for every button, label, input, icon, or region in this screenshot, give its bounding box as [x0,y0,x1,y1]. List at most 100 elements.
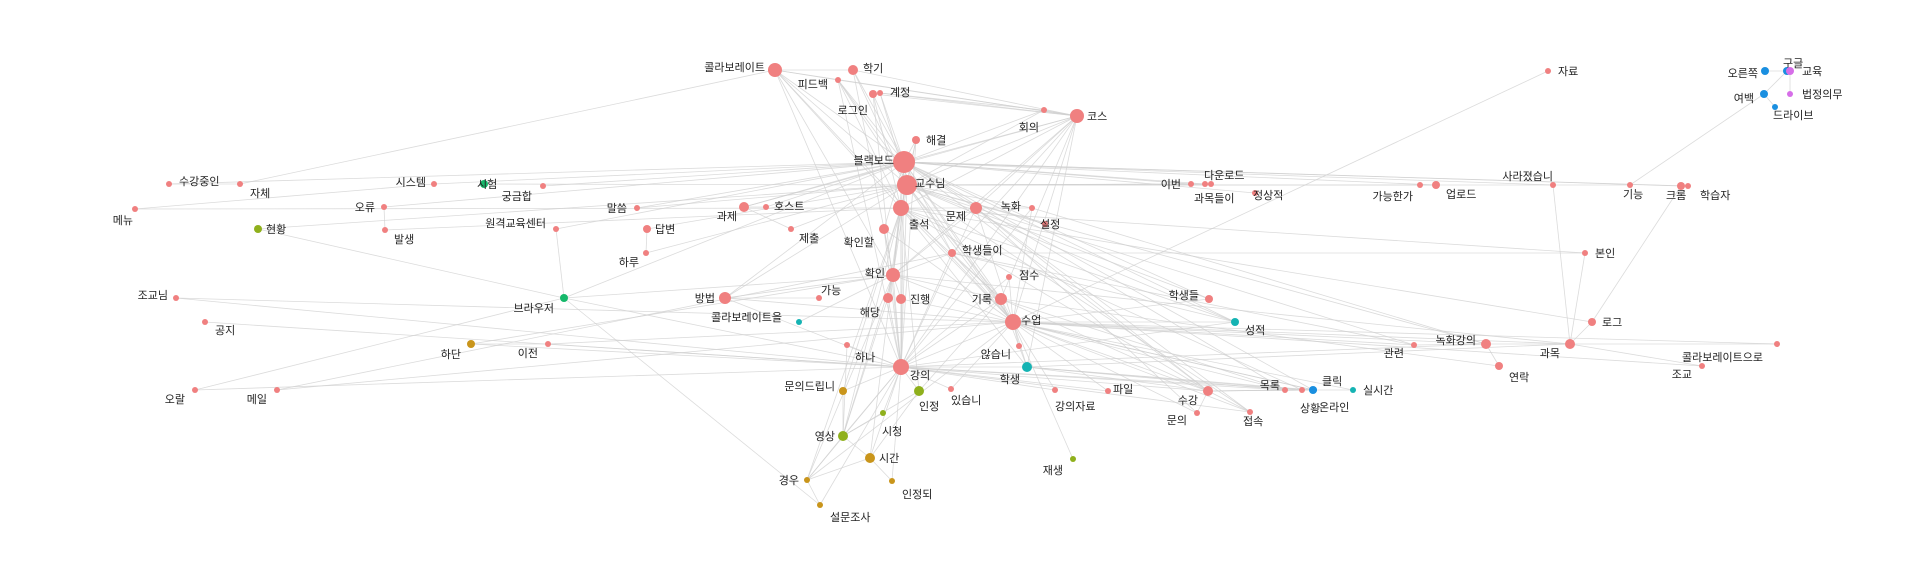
node-dot [970,202,982,214]
graph-node: 성적 [1231,318,1265,337]
graph-edge [906,184,1210,300]
graph-edge [900,161,905,368]
graph-node: 사라졌습니 [1502,170,1556,188]
graph-edge [1012,321,1315,391]
node-label: 시간 [879,452,899,465]
graph-edge [636,161,905,209]
graph-edge [950,321,1014,390]
graph-node: 문제 [946,202,982,223]
graph-edge [900,207,1014,323]
node-label: 확인할 [844,236,874,249]
graph-edge [806,274,894,481]
node-label: 출석 [909,218,929,231]
graph-node: 수강중인 [166,175,219,188]
node-label: 로그 [1602,316,1622,329]
node-dot [431,181,437,187]
graph-edge [646,184,908,230]
graph-edge [975,207,1209,392]
graph-node: 본인 [1582,247,1615,260]
node-dot [889,478,895,484]
graph-edge [900,366,1209,392]
node-dot [886,268,900,282]
node-dot [817,502,823,508]
node-label: 교수님 [915,177,945,190]
node-dot [382,227,388,233]
node-dot [763,204,769,210]
node-label: 오른쪽 [1728,67,1758,80]
graph-edge [837,79,902,368]
node-dot [835,77,841,83]
node-label: 기록 [972,293,992,306]
graph-node: 학생 [1000,362,1032,386]
node-dot [893,200,909,216]
graph-edge [842,207,902,437]
graph-node: 콜라보레이트 [704,61,782,77]
node-label: 진행 [910,293,930,306]
graph-node: 기록 [972,293,1007,306]
node-dot [838,431,848,441]
node-label: 구글 [1783,57,1803,70]
graph-edge [900,207,1236,323]
graph-edge [1552,184,1571,345]
node-dot [1774,341,1780,347]
node-label: 정상적 [1253,189,1283,202]
graph-edge [903,161,1286,391]
node-label: 오랄 [165,393,185,406]
graph-edge [257,184,908,230]
graph-node: 실시간 [1350,384,1393,397]
node-label: 문의 [1167,414,1187,427]
node-label: 오류 [355,201,375,214]
graph-node: 발생 [382,227,414,246]
node-dot [768,63,782,77]
graph-node: 오랄 [165,387,198,406]
graph-node: 여백 [1734,90,1768,105]
graph-edge [1000,115,1078,300]
node-label: 수강 [1178,394,1198,407]
graph-edge [842,207,902,392]
node-label: 호스트 [774,200,804,213]
graph-edge [1031,207,1487,345]
graph-node: 하루 [619,250,649,269]
node-dot [995,293,1007,305]
node-label: 학생들이 [962,244,1002,257]
graph-edge [276,252,953,391]
graph-edge [900,366,1315,391]
graph-node: 수강 [1178,386,1213,407]
node-label: 교육 [1802,65,1822,78]
graph-edge [134,207,902,210]
graph-edge [168,161,905,185]
graph-edge [806,479,821,506]
node-label: 문제 [946,210,966,223]
node-label: 기능 [1623,188,1643,201]
node-dot [1005,314,1021,330]
graph-node: 코스 [1070,109,1107,123]
graph-edge [204,321,902,368]
node-label: 설문조사 [830,511,870,524]
graph-node: 조교님 [138,289,179,302]
node-label: 현황 [266,223,286,236]
node-dot [1311,387,1317,393]
graph-node: 연락 [1495,362,1529,384]
graph-node: 영상 [815,430,848,443]
node-label: 설정 [1040,218,1060,231]
graph-edge [892,274,1571,345]
node-label: 인정되 [902,488,932,501]
node-dot [1208,181,1214,187]
node-label: 않습니 [981,348,1011,361]
graph-edge [1012,321,1571,345]
node-dot [1495,362,1503,370]
node-dot [788,226,794,232]
graph-node: 파일 [1105,382,1133,396]
graph-edge [852,69,1078,117]
node-label: 과목 [1540,347,1560,360]
node-dot [804,477,810,483]
graph-edge [1763,70,1788,95]
graph-edge [900,343,1487,368]
node-dot [1772,104,1778,110]
node-label: 궁금합 [502,190,532,203]
node-dot [1761,67,1769,75]
node-dot [1481,339,1491,349]
graph-node: 과목 [1540,339,1575,360]
graph-node: 시청 [880,410,902,438]
